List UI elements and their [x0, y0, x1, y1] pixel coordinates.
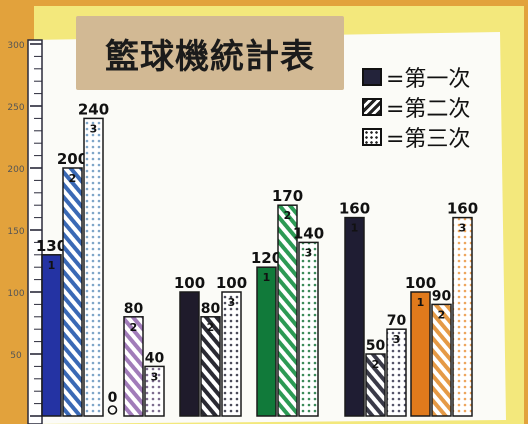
legend-label: =第一次	[386, 67, 471, 92]
legend-swatch-hatch	[362, 98, 382, 116]
title-card: 籃球機統計表	[76, 16, 344, 90]
legend-item-first: =第一次	[362, 62, 492, 92]
data-label: 100	[216, 274, 247, 292]
bar	[386, 328, 407, 417]
y-tick-label: 250	[7, 103, 24, 113]
bar-mark: 3	[151, 370, 159, 383]
y-tick-label: 300	[7, 41, 24, 51]
data-label: 50	[366, 338, 386, 354]
bar	[200, 316, 221, 417]
bar-mark: 3	[90, 122, 98, 135]
bar	[452, 216, 473, 417]
bar	[344, 216, 365, 417]
bar	[83, 117, 104, 417]
bar	[62, 167, 83, 417]
legend-item-third: =第三次	[362, 122, 492, 152]
bar-mark: 2	[438, 308, 446, 321]
bar-mark: 1	[48, 259, 56, 272]
bar-mark: 3	[228, 296, 236, 309]
bar-mark: 3	[305, 246, 313, 259]
bar	[144, 365, 165, 417]
bar	[431, 303, 452, 417]
data-label: 130	[36, 237, 67, 255]
data-label: 100	[405, 274, 436, 292]
bar	[256, 266, 277, 417]
bar	[298, 241, 319, 417]
legend-label: =第二次	[386, 97, 471, 122]
data-label: 120	[251, 249, 282, 267]
data-label: 80	[124, 301, 144, 317]
data-label: 0	[108, 390, 118, 406]
bar-mark: 1	[263, 271, 271, 284]
bar-mark: 3	[459, 222, 467, 235]
y-tick-label: 100	[7, 289, 24, 299]
bar-mark: 2	[372, 358, 380, 371]
legend: =第一次 =第二次 =第三次	[362, 62, 492, 152]
bar	[179, 291, 200, 417]
bar-mark: 2	[284, 209, 292, 222]
y-tick-label: 150	[7, 227, 24, 237]
bar	[123, 316, 144, 417]
data-label: 140	[293, 224, 324, 242]
data-label: 160	[447, 200, 478, 218]
bar	[277, 204, 298, 417]
y-axis-ruler	[27, 39, 43, 424]
bar-mark: 1	[417, 296, 425, 309]
chart-title: 籃球機統計表	[105, 36, 315, 77]
data-label: 70	[387, 313, 407, 329]
bar-mark: 1	[351, 222, 359, 235]
data-label: 40	[145, 350, 165, 366]
legend-item-second: =第二次	[362, 92, 492, 122]
bar	[221, 291, 242, 417]
legend-swatch-solid	[362, 68, 382, 86]
bar-mark: 2	[130, 321, 138, 334]
bar	[41, 254, 62, 417]
data-label: 200	[57, 150, 88, 168]
legend-swatch-dots	[362, 128, 382, 146]
data-label: 170	[272, 187, 303, 205]
data-label: 240	[78, 100, 109, 118]
data-label: 90	[432, 288, 452, 304]
y-tick-label: 50	[10, 351, 22, 361]
data-label: 100	[174, 274, 205, 292]
bar-mark: 2	[207, 321, 215, 334]
bar-mark: 2	[69, 172, 77, 185]
bar	[410, 291, 431, 417]
data-label: 160	[339, 200, 370, 218]
legend-label: =第三次	[386, 127, 471, 152]
data-label: 80	[201, 301, 221, 317]
y-tick-label: 200	[7, 165, 24, 175]
bar	[365, 353, 386, 417]
zero-marker	[107, 405, 118, 415]
bar-mark: 3	[393, 333, 401, 346]
